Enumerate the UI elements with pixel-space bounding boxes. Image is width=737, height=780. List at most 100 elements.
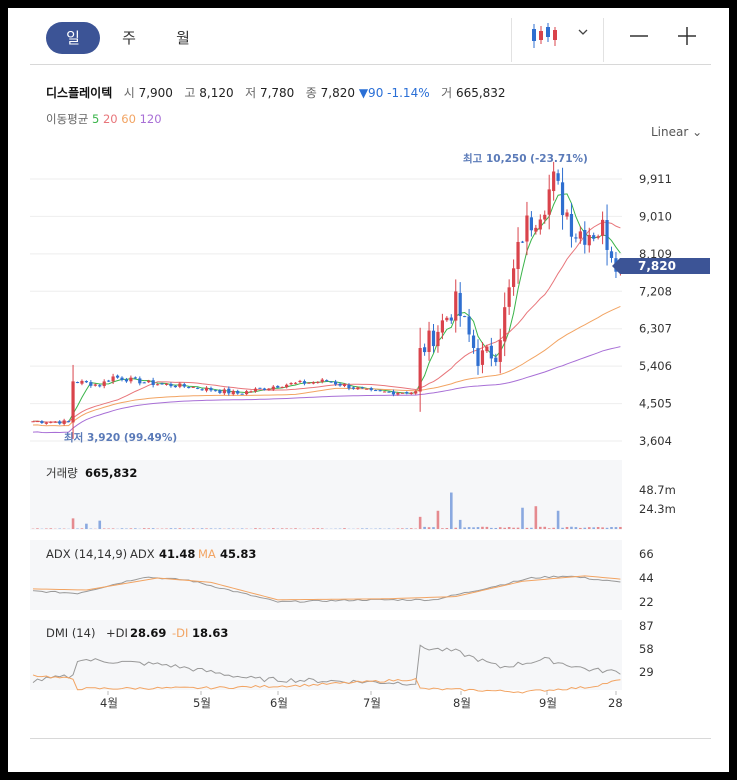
- candle: [414, 390, 418, 395]
- volume-bar: [596, 527, 600, 529]
- candle: [298, 379, 302, 384]
- candle: [147, 379, 151, 384]
- tab-day[interactable]: 일: [46, 22, 100, 54]
- candle: [129, 375, 133, 384]
- chart-panel: 일 주 월 9,911 9,010 8,109 7,208 6,307 5,406 4,50…: [8, 8, 729, 772]
- candle-body: [596, 236, 600, 238]
- candle-body: [98, 385, 102, 387]
- candle: [485, 344, 489, 353]
- candle: [320, 378, 324, 384]
- candle: [178, 382, 182, 389]
- dmi-lines: [32, 644, 621, 694]
- price-tick-label: 7,208: [639, 284, 672, 298]
- volume-bar: [85, 523, 88, 529]
- candle-body: [449, 317, 453, 321]
- adx-lines: [32, 575, 621, 603]
- x-tick-label: 6월: [270, 696, 288, 710]
- candle: [387, 391, 391, 393]
- candle: [378, 389, 382, 392]
- candle: [552, 161, 556, 201]
- ma60-label: 60: [121, 112, 136, 126]
- candle: [369, 386, 373, 392]
- dmi-tick: 29: [639, 665, 654, 679]
- candle: [49, 421, 53, 424]
- candle-body: [222, 389, 226, 394]
- candle: [253, 387, 258, 393]
- candle-body: [80, 380, 84, 384]
- candle: [494, 353, 498, 366]
- volume-bar: [507, 527, 511, 529]
- candle: [307, 382, 311, 384]
- chevron-down-icon: ⌄: [692, 125, 703, 139]
- volume-bar: [102, 528, 106, 529]
- candle-body: [245, 391, 249, 395]
- candle-body: [391, 391, 396, 395]
- volume-bar: [498, 527, 502, 529]
- scale-selector[interactable]: Linear ⌄: [651, 125, 702, 139]
- candle: [169, 382, 173, 388]
- tab-month[interactable]: 월: [176, 29, 190, 47]
- candle-body: [218, 390, 222, 393]
- candle-body: [463, 316, 467, 318]
- volume-bar: [512, 527, 515, 529]
- candle: [325, 379, 329, 382]
- candle-body: [467, 316, 471, 335]
- chevron-down-icon[interactable]: [578, 29, 588, 35]
- plus-di-line: [32, 644, 621, 686]
- candle: [334, 379, 338, 386]
- volume-label: 거래량: [46, 466, 78, 480]
- volume-bar: [111, 528, 115, 529]
- candle-body: [49, 421, 53, 423]
- volume-bar: [530, 527, 533, 529]
- dmi-tick: 58: [639, 642, 654, 656]
- x-tick-label: 28: [608, 696, 623, 710]
- candle: [449, 314, 453, 324]
- candle: [71, 364, 75, 439]
- candle: [489, 337, 493, 367]
- candle-body: [31, 421, 35, 423]
- candle-body: [365, 388, 369, 390]
- candle-body: [520, 241, 525, 243]
- volume-bar: [547, 528, 551, 529]
- candle-body: [538, 219, 542, 230]
- zoom-in-icon[interactable]: [678, 27, 696, 45]
- header-divider: [30, 64, 711, 65]
- candle: [293, 382, 298, 385]
- candlestick-type-icon[interactable]: [532, 23, 557, 48]
- adx-value: 41.48: [159, 547, 195, 561]
- volume-bar: [49, 528, 53, 529]
- dmi-tick: 87: [639, 619, 654, 633]
- candle: [84, 380, 88, 383]
- volume-bar: [365, 528, 369, 529]
- candle-body: [529, 217, 533, 231]
- candle: [480, 342, 485, 374]
- candle-body: [262, 388, 266, 390]
- open-label: 시: [123, 86, 135, 100]
- volume-bar: [467, 527, 471, 529]
- volume-bar: [387, 528, 391, 529]
- volume-bar: [427, 527, 431, 529]
- volume-bar: [436, 510, 440, 529]
- candle-body: [178, 383, 182, 387]
- candle-body: [44, 422, 48, 424]
- candle-body: [458, 292, 462, 316]
- candle-body: [325, 380, 329, 382]
- candle-body: [253, 388, 258, 392]
- candle-body: [525, 215, 529, 242]
- volume-bar: [423, 526, 426, 529]
- candle: [529, 211, 533, 237]
- candle: [436, 325, 440, 353]
- candle-body: [503, 307, 507, 342]
- candle-body: [107, 380, 111, 382]
- volume-bar: [200, 528, 204, 529]
- minus-di-line: [32, 674, 621, 694]
- candle-body: [494, 357, 498, 363]
- volume-bar: [516, 527, 520, 529]
- candle-body: [62, 420, 66, 424]
- tab-week[interactable]: 주: [122, 29, 136, 47]
- candle: [98, 384, 102, 388]
- volume-bar: [418, 516, 422, 529]
- candle-body: [387, 391, 391, 393]
- candle-body: [271, 386, 275, 390]
- candle: [409, 391, 413, 395]
